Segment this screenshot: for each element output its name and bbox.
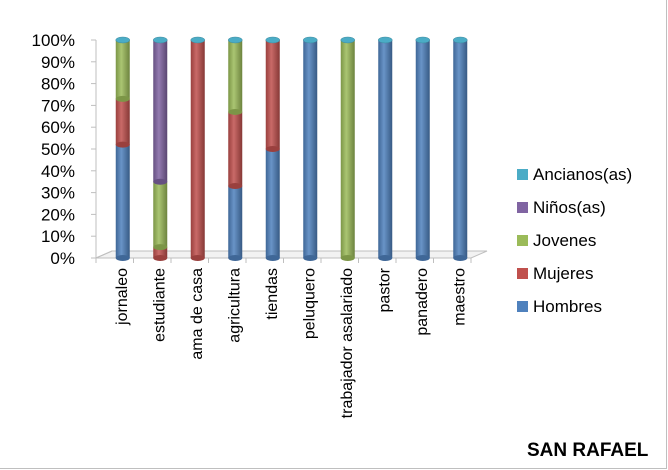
y-axis-ticks: 0% 10% 20% 30% 40% 50% 60% 70% 80% 90% 100% xyxy=(32,31,96,268)
bar-stack-peluquero xyxy=(303,36,318,261)
y-tick-label: 100% xyxy=(32,31,75,50)
bar-segment-hombres xyxy=(265,149,280,258)
bar-segment-jovenes xyxy=(115,40,130,99)
legend-swatch xyxy=(517,169,528,180)
y-tick-label: 0% xyxy=(50,249,75,268)
y-tick-label: 90% xyxy=(41,53,75,72)
x-category-label: estudiante xyxy=(151,268,168,342)
x-axis-labels: jornaleo estudiante ama de casa agricultura… xyxy=(114,267,469,418)
bar-top-cap xyxy=(415,36,430,44)
bar-segment-mujeres xyxy=(228,111,243,187)
x-category-label: maestro xyxy=(451,268,468,326)
x-category-label: trabajador asalariado xyxy=(339,268,356,418)
bar-stack-panadero xyxy=(415,36,430,261)
bar-stack-ama-de-casa xyxy=(190,36,205,261)
legend-item: Niños(as) xyxy=(517,198,606,217)
bar-segment-jovenes xyxy=(340,40,355,258)
y-tick-label: 10% xyxy=(41,227,75,246)
bar-top-cap xyxy=(115,36,130,44)
bar-top-cap xyxy=(153,36,168,44)
bar-stack-estudiante xyxy=(153,36,168,261)
legend-swatch xyxy=(517,235,528,246)
y-tick-label: 50% xyxy=(41,140,75,159)
bar-stack-pastor xyxy=(378,36,393,261)
bar-segment-hombres xyxy=(115,144,130,258)
bar-stack-tiendas xyxy=(265,36,280,261)
bar-top-cap xyxy=(265,36,280,44)
y-tick-label: 20% xyxy=(41,205,75,224)
bar-segment-base xyxy=(378,255,393,261)
legend-item: Hombres xyxy=(517,297,602,316)
bar-segment-mujeres xyxy=(265,40,280,149)
y-tick-label: 40% xyxy=(41,162,75,181)
bar-segment-hombres xyxy=(415,40,430,258)
bar-segment-hombres xyxy=(228,186,243,258)
legend-label: Hombres xyxy=(533,297,602,316)
bar-segment-base xyxy=(265,255,280,261)
bar-segment-mujeres xyxy=(115,98,130,145)
bar-segment-base xyxy=(115,95,130,102)
bar-top-cap xyxy=(303,36,318,44)
bar-segment-base xyxy=(228,108,243,115)
bar-segment-base xyxy=(303,255,318,261)
bar-stack-jornaleo xyxy=(115,36,130,261)
legend-label: Mujeres xyxy=(533,264,593,283)
bar-top-cap xyxy=(378,36,393,44)
y-tick-label: 70% xyxy=(41,96,75,115)
bar-segment-base xyxy=(190,255,205,261)
x-category-label: panadero xyxy=(414,268,431,336)
legend-item: Mujeres xyxy=(517,264,593,283)
y-tick-label: 80% xyxy=(41,75,75,94)
bar-segment-base xyxy=(340,255,355,261)
bar-segment-hombres xyxy=(453,40,468,258)
bar-segment-base xyxy=(153,255,168,261)
bars xyxy=(115,36,468,261)
bar-segment-base xyxy=(415,255,430,261)
y-axis-depth-line xyxy=(95,250,113,259)
x-category-label: tiendas xyxy=(264,268,281,320)
bar-top-cap xyxy=(190,36,205,44)
legend-item: Ancianos(as) xyxy=(517,165,632,184)
bar-top-cap xyxy=(453,36,468,44)
bar-segment-base xyxy=(115,255,130,261)
bar-segment-base xyxy=(228,255,243,261)
legend-swatch xyxy=(517,202,528,213)
bar-segment-niosas xyxy=(153,40,168,182)
legend: Ancianos(as) Niños(as) Jovenes Mujeres Hombr… xyxy=(517,165,632,316)
x-category-label: jornaleo xyxy=(114,268,131,326)
y-tick-label: 60% xyxy=(41,118,75,137)
bar-segment-mujeres xyxy=(153,247,168,258)
bar-segment-base xyxy=(265,146,280,152)
legend-label: Niños(as) xyxy=(533,198,606,217)
bar-segment-base xyxy=(153,244,168,251)
bar-segment-hombres xyxy=(303,40,318,258)
x-category-label: pastor xyxy=(376,267,393,312)
bar-stack-trabajador-asalariado xyxy=(340,36,355,261)
x-category-label: agricultura xyxy=(226,268,243,343)
legend-swatch xyxy=(517,301,528,312)
bar-segment-mujeres xyxy=(190,40,205,258)
bar-segment-base xyxy=(228,183,243,190)
bar-segment-base xyxy=(153,178,168,185)
legend-swatch xyxy=(517,268,528,279)
bar-segment-jovenes xyxy=(228,40,243,112)
x-category-label: peluquero xyxy=(301,268,318,339)
y-tick-label: 30% xyxy=(41,184,75,203)
x-category-label: ama de casa xyxy=(189,268,206,360)
bar-segment-base xyxy=(453,255,468,261)
bar-top-cap xyxy=(340,36,355,44)
bar-segment-hombres xyxy=(378,40,393,258)
chart-title: SAN RAFAEL xyxy=(527,440,649,461)
legend-label: Jovenes xyxy=(533,231,596,250)
bar-segment-base xyxy=(115,141,130,148)
bar-segment-jovenes xyxy=(153,181,168,248)
legend-label: Ancianos(as) xyxy=(533,165,632,184)
legend-item: Jovenes xyxy=(517,231,596,250)
bar-stack-maestro xyxy=(453,36,468,261)
bar-top-cap xyxy=(228,36,243,44)
bar-stack-agricultura xyxy=(228,36,243,261)
